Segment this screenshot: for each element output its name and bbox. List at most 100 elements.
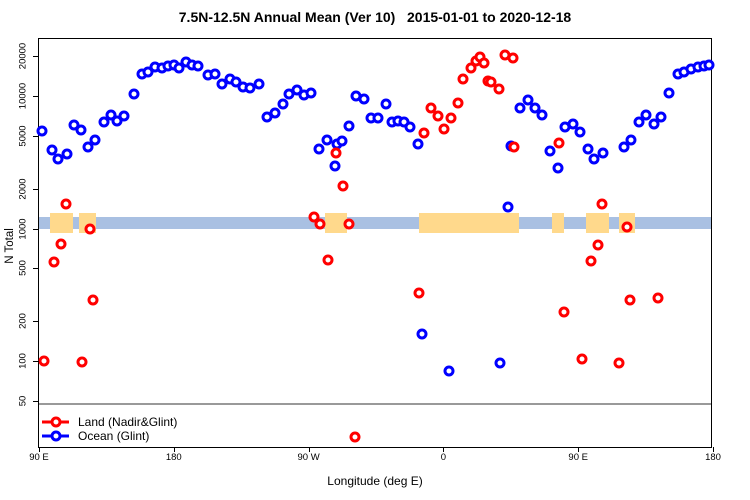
data-point-ocean — [173, 62, 185, 74]
x-tick-mark — [443, 447, 445, 452]
data-point-land — [507, 52, 519, 64]
x-tick-mark — [39, 447, 40, 452]
data-point-ocean — [588, 153, 600, 165]
x-tick-label: 0 — [440, 452, 447, 463]
data-point-land — [445, 112, 457, 124]
data-point-ocean — [321, 134, 333, 146]
data-point-ocean — [277, 98, 289, 110]
data-point-ocean — [128, 88, 140, 100]
data-point-ocean — [529, 102, 541, 114]
data-point-ocean — [522, 94, 534, 106]
data-point-ocean — [372, 112, 384, 124]
data-point-land — [413, 287, 425, 299]
data-point-ocean — [633, 116, 645, 128]
data-point-land — [55, 238, 67, 250]
data-point-ocean — [412, 138, 424, 150]
data-point-land — [343, 218, 355, 230]
data-point-ocean — [544, 145, 556, 157]
data-point-ocean — [253, 78, 265, 90]
y-tick-mark — [33, 361, 39, 363]
data-point-land — [322, 254, 334, 266]
land-strip-patch — [324, 213, 347, 233]
data-point-ocean — [574, 126, 586, 138]
data-point-ocean — [703, 59, 714, 71]
y-tick-mark — [33, 135, 39, 137]
legend-symbol — [42, 416, 69, 428]
y-tick-label: 500 — [17, 260, 29, 277]
data-point-land — [48, 256, 60, 268]
legend-label: Ocean (Glint) — [78, 429, 150, 443]
data-point-ocean — [655, 111, 667, 123]
data-point-land — [478, 57, 490, 69]
data-point-land — [60, 198, 72, 210]
data-point-land — [314, 218, 326, 230]
x-tick-label: 90 E — [568, 452, 588, 463]
data-point-ocean — [567, 118, 579, 130]
chart-title: 7.5N-12.5N Annual Mean (Ver 10) 2015-01-… — [178, 9, 572, 25]
data-point-ocean — [313, 143, 325, 155]
data-point-ocean — [648, 118, 660, 130]
y-tick-mark — [33, 55, 39, 57]
data-point-ocean — [514, 102, 526, 114]
data-point-ocean — [192, 60, 204, 72]
data-point-land — [308, 211, 320, 223]
y-tick-mark — [33, 268, 39, 270]
y-tick-label: 5000 — [17, 125, 29, 147]
data-point-land — [87, 294, 99, 306]
data-point-ocean — [582, 143, 594, 155]
data-point-ocean — [118, 110, 130, 122]
data-point-ocean — [336, 135, 348, 147]
data-point-ocean — [552, 162, 564, 174]
land-strip-patch — [418, 213, 520, 233]
data-point-land — [576, 353, 588, 365]
data-point-land — [84, 223, 96, 234]
ocean-strip — [39, 217, 711, 229]
data-point-ocean — [380, 98, 392, 110]
data-point-ocean — [443, 365, 455, 377]
y-tick-label: 20000 — [17, 42, 29, 70]
data-point-land — [624, 294, 636, 306]
data-point-ocean — [416, 328, 428, 340]
data-point-ocean — [89, 134, 101, 146]
data-point-land — [613, 357, 625, 369]
data-point-ocean — [404, 121, 416, 133]
data-point-ocean — [329, 160, 341, 172]
data-point-ocean — [105, 109, 117, 121]
data-point-land — [425, 102, 437, 114]
data-point-ocean — [52, 153, 64, 165]
data-point-land — [485, 76, 497, 88]
data-point-ocean — [502, 201, 514, 213]
data-point-ocean — [36, 125, 48, 137]
data-point-ocean — [494, 357, 506, 369]
land-strip-patch — [585, 213, 609, 233]
data-point-land — [432, 110, 444, 122]
data-point-ocean — [61, 148, 73, 160]
data-point-land — [621, 221, 633, 233]
data-point-ocean — [343, 120, 355, 132]
y-tick-mark — [33, 228, 39, 230]
legend-item: Land (Nadir&Glint) — [42, 415, 177, 429]
data-point-land — [418, 127, 430, 139]
data-point-ocean — [640, 109, 652, 121]
data-point-land — [585, 255, 597, 267]
data-point-land — [349, 431, 361, 442]
data-point-land — [558, 306, 570, 318]
data-point-ocean — [75, 124, 87, 136]
legend-item: Ocean (Glint) — [42, 429, 149, 443]
data-point-land — [438, 123, 450, 135]
x-tick-label: 90 W — [297, 452, 320, 463]
data-point-land — [452, 97, 464, 109]
data-point-ocean — [98, 116, 110, 128]
plot-area: 20000 10000 5000 2000 1000 500 200 100 50 90 E 18… — [4, 38, 721, 463]
legend-circle-icon — [50, 416, 61, 428]
data-point-land — [457, 73, 469, 85]
data-point-ocean — [209, 68, 221, 80]
land-strip-patch — [551, 213, 564, 233]
data-point-ocean — [663, 87, 675, 99]
legend-label: Land (Nadir&Glint) — [78, 415, 178, 429]
y-tick-label: 1000 — [17, 217, 29, 240]
data-point-land — [76, 356, 88, 368]
x-tick-mark — [578, 447, 580, 452]
data-point-ocean — [597, 147, 609, 159]
